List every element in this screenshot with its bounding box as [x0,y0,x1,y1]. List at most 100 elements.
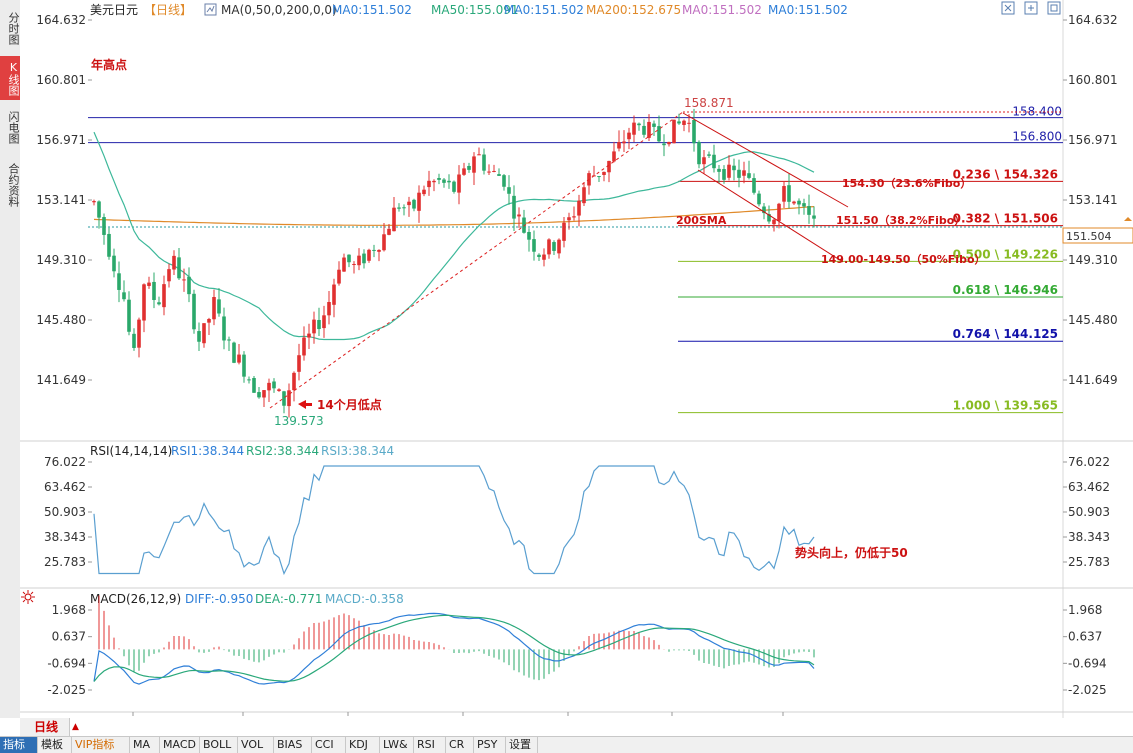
price-tick-left: 156.971 [36,133,86,147]
candle-body [552,242,556,251]
candle-body [212,297,216,320]
candle-body [312,319,316,334]
candle-body [127,299,131,332]
price-tick-left: 141.649 [36,373,86,387]
candle-body [177,257,181,279]
macd-settings-icon[interactable] [21,590,35,604]
candle-body [462,168,466,175]
tab-timeshare[interactable]: 分时图 [7,11,20,45]
price-tick-left: 160.801 [36,73,86,87]
fibo-382-note: 151.50（38.2%Fibo） [836,214,965,227]
candle-body [502,175,506,187]
maximize-icon[interactable] [1047,1,1061,15]
candle-body [522,217,526,233]
rsi-tick-right: 76.022 [1068,455,1110,469]
candle-body [467,165,471,170]
current-price-value: 151.504 [1066,230,1112,243]
fibo-50-note: 149.00-149.50（50%Fibo） [821,253,986,266]
macd-value: MACD:-0.358 [325,592,404,606]
candle-body [407,201,411,206]
indicator-tab-模板[interactable]: 模板 [38,737,72,753]
ma-value-1: MA50:155.091 [431,3,519,17]
candle-body [192,293,196,330]
candle-body [772,219,776,225]
indicator-tab-bias[interactable]: BIAS [274,737,312,753]
indicator-tab-macd[interactable]: MACD [160,737,200,753]
candle-body [307,333,311,338]
candle-body [152,281,156,300]
candle-body [657,126,661,142]
candle-body [237,354,241,363]
indicator-tab-cci[interactable]: CCI [312,737,346,753]
candle-body [807,206,811,215]
candle-body [622,141,626,144]
candle-body [652,123,656,127]
period-tab[interactable]: 日线 ▲ [20,718,79,736]
candle-body [532,239,536,252]
chevron-up-icon: ▲ [72,722,79,732]
candle-body [747,173,751,178]
date-tick: 2025/01 [645,716,699,718]
tab-contract-info[interactable]: 合约资料 [7,163,20,207]
candle-body [167,269,171,282]
candle-body [102,217,106,235]
rsi-tick-right: 38.343 [1068,530,1110,544]
candle-body [697,141,701,165]
candle-body [517,214,521,217]
price-tick-right: 156.971 [1068,133,1118,147]
candle-body [332,284,336,305]
macd-tick-right: -0.694 [1068,656,1107,670]
indicator-tab-psy[interactable]: PSY [474,737,506,753]
indicator-tab-vol[interactable]: VOL [238,737,274,753]
candle-body [472,156,476,173]
macd-tick-left: -0.694 [47,656,86,670]
candle-body [487,171,491,173]
indicator-tab-boll[interactable]: BOLL [200,737,238,753]
indicator-tab-vip指标[interactable]: VIP指标 [72,737,130,753]
fib-level-label: 1.000 \ 139.565 [953,399,1058,413]
candle-body [802,203,806,207]
candle-body [282,391,286,406]
channel-lower-line [697,169,844,263]
ma-value-2: MA0:151.502 [504,3,584,17]
indicator-tab-cr[interactable]: CR [446,737,474,753]
indicator-tab-ma[interactable]: MA [130,737,160,753]
current-price-tag [1062,227,1133,244]
candle-body [367,249,371,261]
candle-body [277,389,281,391]
indicator-tab-lw&[interactable]: LW& [380,737,414,753]
tab-flash-chart[interactable]: 闪电图 [7,110,20,144]
candle-body [327,302,331,316]
date-tick: 2024/10 [321,716,375,718]
indicator-tab-设置[interactable]: 设置 [506,737,538,753]
price-tick-left: 153.141 [36,193,86,207]
candle-body [632,122,636,135]
price-tick-right: 145.480 [1068,313,1118,327]
candle-body [297,355,301,372]
rsi-y-axis: 76.022 76.022 63.462 63.462 50.903 50.903 38.3… [44,455,1110,569]
candle-body [782,186,786,202]
chart-area[interactable]: 美元日元 【日线】 MA(0,50,0,200,0,0) MA0:151.502… [20,0,1133,718]
rsi-tick-left: 50.903 [44,505,86,519]
price-tick-right: 160.801 [1068,73,1118,87]
candle-body [767,214,771,222]
indicator-tab-kdj[interactable]: KDJ [346,737,380,753]
candle-body [362,253,366,264]
rsi3-value: RSI3:38.344 [321,444,394,458]
rsi-tick-left: 63.462 [44,480,86,494]
candle-body [762,206,766,214]
indicator-tab-指标[interactable]: 指标 [0,737,38,753]
rsi-tick-left: 38.343 [44,530,86,544]
resistance-label: 156.800 [1012,130,1062,144]
tab-kline[interactable]: K线图 [0,56,20,100]
candle-body [607,160,611,173]
period-label[interactable]: 【日线】 [144,3,192,17]
indicator-tab-rsi[interactable]: RSI [414,737,446,753]
candle-body [137,319,141,348]
candle-body [777,203,781,221]
candle-body [687,122,691,124]
candle-body [417,192,421,211]
candle-body [567,217,571,221]
price-marker-icon [1124,217,1132,221]
candle-body [432,180,436,183]
